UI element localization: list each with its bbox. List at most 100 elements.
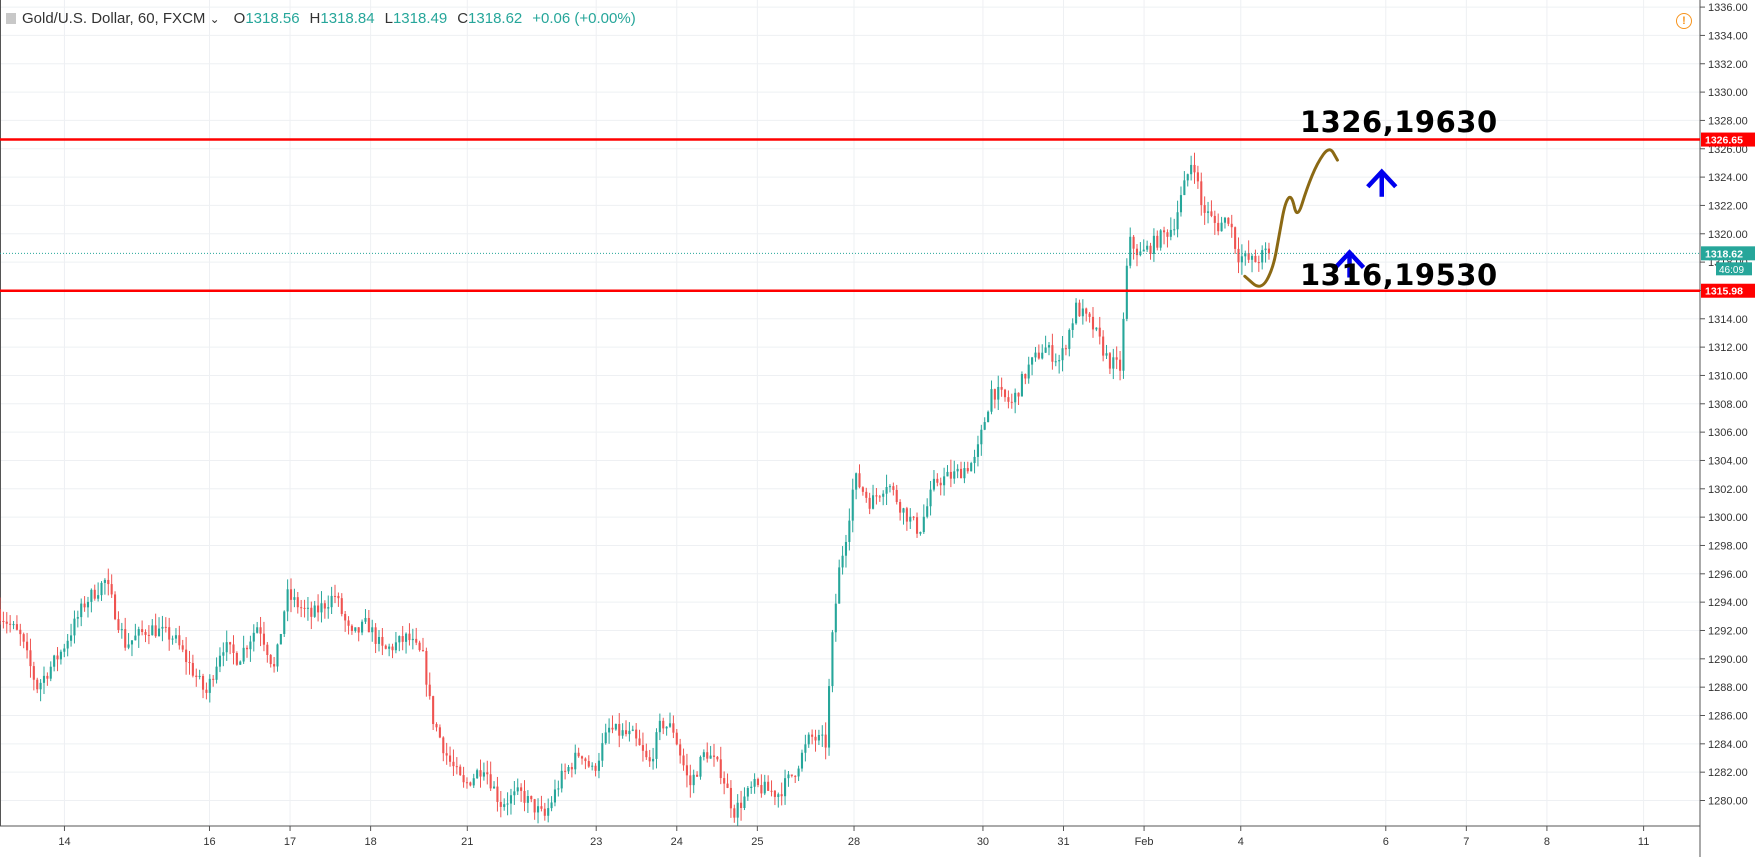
chevron-down-icon[interactable]: ⌄ [209,12,220,26]
candle-body [888,486,892,488]
candle-body [692,774,695,786]
candle-body [976,444,979,457]
candle-body [147,634,150,636]
candle-body [63,648,66,652]
candle-body [398,636,401,643]
candle-body [865,491,868,498]
candle-body [1183,180,1186,196]
candle-body [32,666,35,680]
candles-group [0,152,1271,826]
candle-body [601,743,604,761]
candle-body [114,594,117,620]
candle-body [570,767,573,770]
candle-body [641,745,644,751]
candle-body [296,597,299,608]
candle-body [256,627,259,633]
y-tick-label: 1288.00 [1708,682,1748,694]
candle-body [618,723,621,736]
candle-body [469,782,472,786]
candle-body [1206,211,1210,213]
candle-body [1102,336,1105,356]
x-tick-label: 31 [1057,836,1069,848]
candle-body [1234,227,1237,249]
alert-icon[interactable]: ! [1676,13,1692,29]
candle-body [871,495,875,509]
candle-body [22,634,25,642]
candle-body [797,768,800,777]
candle-body [949,471,952,479]
candle-body [530,796,533,800]
candle-body [953,471,956,479]
y-tick-label: 1280.00 [1708,795,1748,807]
x-tick-label: 6 [1383,836,1389,848]
candle-body [117,619,120,630]
candle-body [1193,164,1196,173]
candle-body [1152,235,1155,254]
candle-body [286,589,289,612]
candle-body [804,744,807,753]
candle-body [1200,181,1203,206]
x-tick-label: 16 [203,836,215,848]
y-tick-label: 1330.00 [1708,87,1748,99]
candle-body [306,607,309,609]
candle-body [628,730,631,735]
candle-body [1146,245,1149,250]
candle-body [861,487,864,492]
candle-body [577,752,580,757]
candle-body [638,738,641,746]
candle-body [157,628,161,637]
candle-body [807,734,810,745]
candle-body [1267,248,1271,254]
candle-body [452,761,455,767]
candle-body [939,482,942,486]
candle-body [905,508,908,522]
open-value: 1318.56 [245,10,300,27]
candle-body [1261,250,1264,263]
candle-body [435,724,438,728]
x-tick-label: 8 [1544,836,1550,848]
arrow-up-icon [1366,168,1398,197]
candle-body [262,633,265,645]
x-tick-label: 17 [284,836,296,848]
candle-body [631,729,634,731]
candle-body [506,803,509,805]
candle-body [354,627,357,631]
candle-body [719,759,722,779]
candle-body [492,786,496,789]
candle-body [1081,308,1084,317]
candle-body [838,567,841,604]
symbol-selector[interactable]: Gold/U.S. Dollar, 60, FXCM ⌄ [6,10,220,27]
candle-body [276,644,279,667]
candle-body [736,802,739,818]
change-value: +0.06 (+0.00%) [532,10,636,27]
y-tick-label: 1282.00 [1708,767,1748,779]
y-tick-label: 1294.00 [1708,597,1748,609]
candle-body [1237,248,1240,263]
candle-body [635,729,638,739]
candle-body [1169,229,1172,237]
candle-body [1051,345,1054,362]
candle-body [858,473,861,488]
y-tick-label: 1292.00 [1708,625,1748,637]
candle-body [36,679,39,690]
candle-body [966,468,969,472]
candle-body [130,640,134,645]
candle-body [1223,217,1227,223]
candle-body [110,584,113,595]
candle-body [300,607,303,609]
candle-body [1112,357,1115,369]
arrow-up-icon [1333,249,1366,278]
candle-body [557,788,560,790]
candle-body [1115,357,1118,360]
candle-body [1250,255,1254,260]
candle-body [195,675,198,677]
y-tick-label: 1308.00 [1708,399,1748,411]
candle-body [1217,222,1220,232]
candle-body [482,772,485,777]
candle-body [259,627,262,634]
candle-body [882,493,885,497]
candle-body [1156,235,1159,248]
